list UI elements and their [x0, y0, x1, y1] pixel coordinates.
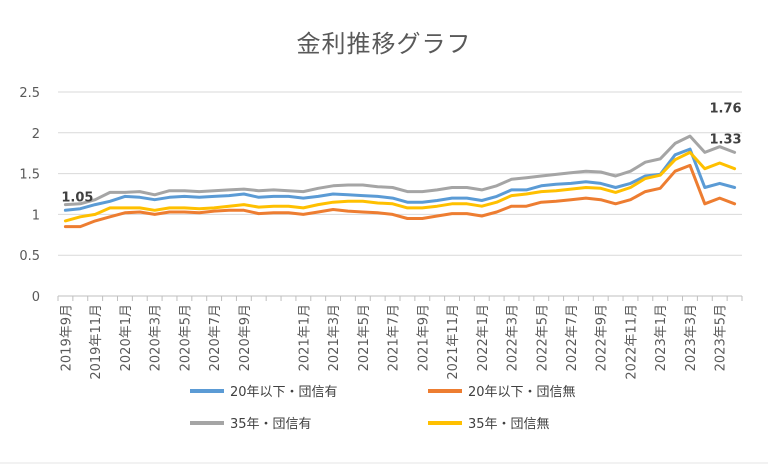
x-tick-label: 2021年3月 — [327, 304, 342, 371]
x-tick-label: 2021年11月 — [446, 304, 461, 380]
x-tick-label: 2021年1月 — [297, 304, 312, 371]
data-label: 1.33 — [710, 132, 742, 147]
y-tick-label: 0.5 — [19, 249, 40, 264]
x-tick-label: 2019年11月 — [89, 304, 104, 380]
x-tick-label: 2021年7月 — [387, 304, 402, 371]
data-label: 1.76 — [710, 101, 742, 116]
x-tick-label: 2022年5月 — [535, 304, 550, 371]
x-tick-label: 2022年9月 — [595, 304, 610, 371]
y-tick-label: 0 — [32, 290, 40, 305]
x-tick-label: 2022年1月 — [476, 304, 491, 371]
y-tick-label: 1.5 — [19, 168, 40, 183]
y-tick-label: 2.5 — [19, 86, 40, 101]
x-tick-label: 2022年3月 — [506, 304, 521, 371]
y-tick-label: 1 — [32, 208, 40, 223]
x-tick-label: 2020年9月 — [238, 304, 253, 371]
chart-title: 金利推移グラフ — [296, 30, 472, 58]
x-tick-label: 2023年1月 — [654, 304, 669, 371]
series-line-1 — [63, 147, 737, 212]
x-tick-label: 2020年3月 — [149, 304, 164, 371]
y-tick-label: 2 — [32, 127, 40, 142]
x-tick-label: 2023年5月 — [714, 304, 729, 371]
series-line-2 — [63, 163, 737, 229]
x-tick-label: 2020年7月 — [208, 304, 223, 371]
data-label: 1.05 — [61, 190, 93, 205]
series-line-3 — [63, 134, 737, 207]
x-tick-label: 2022年11月 — [624, 304, 639, 380]
series-line-4 — [63, 150, 737, 223]
x-tick-label: 2023年3月 — [684, 304, 699, 371]
x-tick-label: 2020年5月 — [178, 304, 193, 371]
x-tick-label: 2021年5月 — [357, 304, 372, 371]
x-tick-label: 2021年9月 — [416, 304, 431, 371]
x-tick-label: 2019年9月 — [59, 304, 74, 371]
x-tick-label: 2020年1月 — [119, 304, 134, 371]
x-tick-label: 2022年7月 — [565, 304, 580, 371]
